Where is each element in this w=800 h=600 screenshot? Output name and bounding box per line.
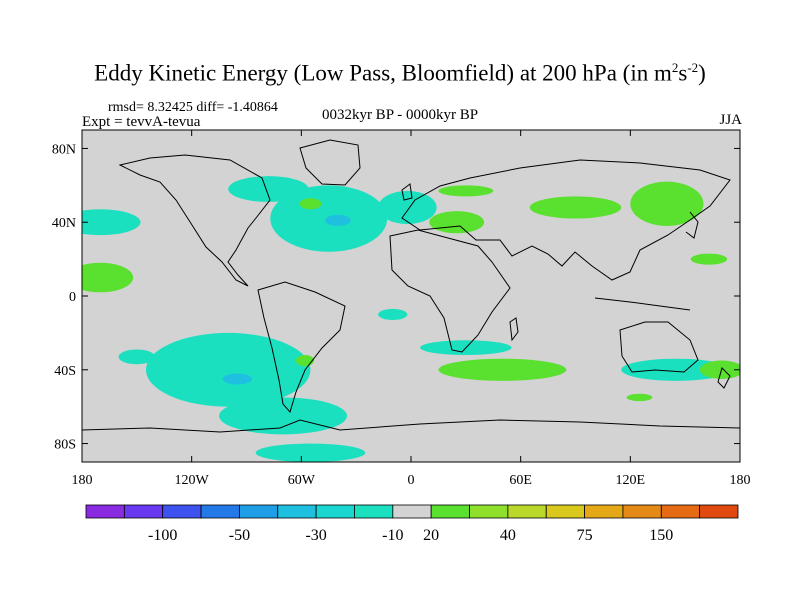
- contour-region-7: [118, 349, 156, 365]
- y-tick-label: 80S: [54, 438, 76, 453]
- coastline-africa: [389, 229, 511, 353]
- colorbar-swatch: [162, 504, 202, 519]
- colorbar-label: -10: [382, 527, 403, 544]
- contour-region-5: [219, 397, 348, 435]
- colorbar-label: 150: [649, 527, 673, 544]
- x-tick-label: 60W: [288, 473, 316, 488]
- contour-region-17: [690, 253, 728, 265]
- contour-region-13: [82, 262, 134, 293]
- coastline-north-america: [118, 154, 271, 287]
- contour-region-0: [82, 209, 141, 236]
- colorbar-swatch: [200, 504, 240, 519]
- contour-region-9: [378, 308, 408, 320]
- coastline-eurasia: [401, 159, 731, 281]
- colorbar-swatch: [584, 504, 624, 519]
- y-tick-label: 40S: [54, 364, 76, 379]
- colorbar-swatch: [85, 504, 125, 519]
- colorbar-swatch: [660, 504, 701, 519]
- colorbar-swatch: [239, 504, 279, 519]
- colorbar-swatch: [392, 504, 432, 519]
- colorbar-label: 75: [577, 527, 593, 544]
- colorbar-label: -100: [148, 527, 177, 544]
- contour-region-2: [228, 176, 309, 202]
- colorbar-label: -30: [305, 527, 326, 544]
- colorbar: -100 -50 -30 -10 20 40 75 150: [85, 504, 739, 544]
- contour-region-16: [630, 181, 704, 226]
- coastline-british-isles: [401, 183, 413, 201]
- x-tick-label: 60E: [509, 473, 532, 488]
- coastline-australia: [619, 321, 699, 373]
- coastline-layer: [82, 139, 740, 433]
- colorbar-swatch: [622, 504, 662, 519]
- colorbar-swatch: [277, 504, 317, 519]
- colorbar-swatch: [469, 504, 509, 519]
- colorbar-swatch: [315, 504, 355, 519]
- coastline-antarctica: [82, 419, 740, 433]
- coastline-madagascar: [509, 317, 519, 342]
- colorbar-swatch: [545, 504, 585, 519]
- contour-region-18: [438, 358, 567, 381]
- x-tick-label: 180: [730, 473, 751, 488]
- colorbar-swatch: [699, 504, 739, 519]
- x-tick-label: 120E: [616, 473, 646, 488]
- contour-region-3: [378, 190, 437, 225]
- colorbar-label: 20: [423, 527, 439, 544]
- y-tick-label: 40N: [52, 216, 76, 231]
- colorbar-swatch: [354, 504, 394, 519]
- map-background: [82, 130, 740, 462]
- contour-region-14: [429, 211, 485, 234]
- contour-region-22: [299, 198, 322, 210]
- contour-region-20: [699, 360, 740, 379]
- contour-region-12: [325, 214, 351, 226]
- coastline-greenland: [299, 139, 361, 186]
- contour-region-10: [621, 358, 731, 381]
- stats-label: rmsd= 8.32425 diff= -1.40864: [108, 100, 278, 115]
- contour-region-11: [222, 373, 252, 385]
- x-tick-label: 180: [72, 473, 93, 488]
- y-tick-label: 0: [69, 290, 76, 305]
- contour-region-6: [255, 443, 366, 462]
- contour-region-15: [529, 196, 622, 219]
- x-tick-label: 0: [408, 473, 415, 488]
- coastline-indonesia: [594, 297, 691, 311]
- contour-region-23: [438, 185, 494, 197]
- period-label: 0032kyr BP - 0000kyr BP: [321, 107, 479, 123]
- colorbar-label: 40: [500, 527, 516, 544]
- x-tick-label: 120W: [175, 473, 210, 488]
- colorbar-swatch: [430, 504, 470, 519]
- experiment-label: Expt = tevvA-tevua: [82, 114, 201, 130]
- season-label: JJA: [719, 112, 742, 128]
- contour-region-19: [295, 355, 315, 367]
- colorbar-swatch: [123, 504, 164, 519]
- chart-title: Eddy Kinetic Energy (Low Pass, Bloomfiel…: [94, 60, 706, 86]
- contour-region-21: [626, 393, 653, 402]
- colorbar-label: -50: [229, 527, 250, 544]
- y-tick-label: 80N: [52, 142, 76, 157]
- coastline-south-america: [257, 281, 346, 414]
- contour-region-4: [145, 332, 311, 407]
- coastline-japan: [685, 211, 699, 239]
- coastline-new-zealand: [717, 367, 731, 389]
- colorbar-swatch: [507, 504, 547, 519]
